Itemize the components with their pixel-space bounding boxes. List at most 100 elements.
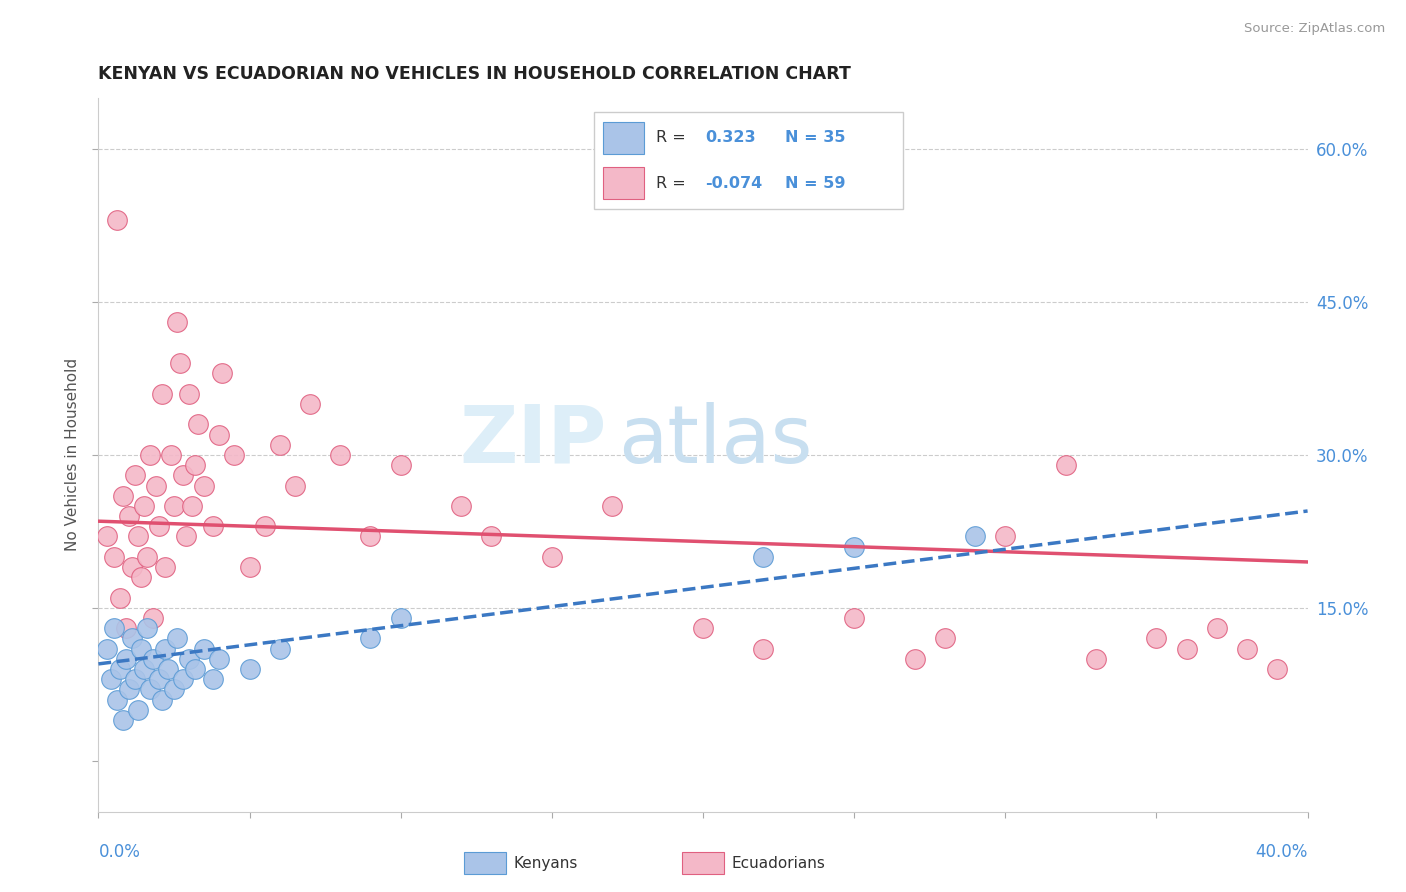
Point — [169, 356, 191, 370]
Text: Kenyans: Kenyans — [513, 856, 578, 871]
Point — [269, 641, 291, 656]
Point — [111, 489, 134, 503]
Point — [450, 499, 472, 513]
Point — [118, 509, 141, 524]
Point — [193, 478, 215, 492]
Point — [193, 641, 215, 656]
Point — [105, 213, 128, 227]
Point — [103, 549, 125, 564]
Point — [124, 672, 146, 686]
Point — [253, 519, 276, 533]
Point — [1175, 641, 1198, 656]
Point — [540, 549, 562, 564]
Text: 40.0%: 40.0% — [1256, 843, 1308, 861]
Point — [127, 703, 149, 717]
Point — [965, 529, 987, 543]
Point — [129, 570, 152, 584]
Point — [179, 386, 201, 401]
Point — [160, 448, 183, 462]
Point — [179, 652, 201, 666]
Point — [172, 468, 194, 483]
Point — [934, 632, 956, 646]
Point — [148, 672, 170, 686]
Text: atlas: atlas — [619, 401, 813, 480]
Text: Source: ZipAtlas.com: Source: ZipAtlas.com — [1244, 22, 1385, 36]
Text: 0.0%: 0.0% — [98, 843, 141, 861]
Point — [127, 529, 149, 543]
Point — [135, 621, 157, 635]
Point — [111, 713, 134, 727]
Point — [139, 682, 162, 697]
Point — [269, 438, 291, 452]
Point — [142, 652, 165, 666]
Point — [208, 652, 231, 666]
Point — [481, 529, 503, 543]
Point — [142, 611, 165, 625]
Point — [100, 672, 122, 686]
Point — [239, 560, 262, 574]
Point — [208, 427, 231, 442]
Point — [150, 386, 173, 401]
Point — [174, 529, 197, 543]
Point — [844, 540, 866, 554]
Point — [184, 662, 207, 676]
Point — [166, 315, 188, 329]
Point — [129, 641, 152, 656]
Point — [994, 529, 1017, 543]
Point — [150, 692, 173, 706]
Point — [96, 641, 118, 656]
Point — [148, 519, 170, 533]
Point — [1267, 662, 1289, 676]
Point — [360, 529, 382, 543]
Point — [844, 611, 866, 625]
Point — [202, 519, 225, 533]
Point — [132, 499, 155, 513]
Point — [153, 641, 176, 656]
Point — [145, 478, 167, 492]
Point — [1144, 632, 1167, 646]
Point — [239, 662, 262, 676]
Point — [163, 499, 186, 513]
Point — [224, 448, 246, 462]
Point — [132, 662, 155, 676]
Point — [166, 632, 188, 646]
Point — [284, 478, 307, 492]
Point — [1236, 641, 1258, 656]
Point — [360, 632, 382, 646]
Point — [172, 672, 194, 686]
Point — [389, 611, 412, 625]
Point — [1054, 458, 1077, 472]
Point — [299, 397, 322, 411]
Point — [752, 641, 775, 656]
Point — [602, 499, 624, 513]
Point — [118, 682, 141, 697]
Point — [1085, 652, 1108, 666]
Point — [114, 621, 136, 635]
Point — [187, 417, 209, 432]
Point — [124, 468, 146, 483]
Point — [135, 549, 157, 564]
Point — [752, 549, 775, 564]
Point — [114, 652, 136, 666]
Point — [156, 662, 179, 676]
Text: ZIP: ZIP — [458, 401, 606, 480]
Point — [96, 529, 118, 543]
Point — [139, 448, 162, 462]
Point — [105, 692, 128, 706]
Text: KENYAN VS ECUADORIAN NO VEHICLES IN HOUSEHOLD CORRELATION CHART: KENYAN VS ECUADORIAN NO VEHICLES IN HOUS… — [98, 65, 851, 83]
Point — [329, 448, 352, 462]
Point — [121, 632, 143, 646]
Point — [184, 458, 207, 472]
Point — [202, 672, 225, 686]
Point — [389, 458, 412, 472]
Y-axis label: No Vehicles in Household: No Vehicles in Household — [65, 359, 80, 551]
Point — [103, 621, 125, 635]
Point — [108, 662, 131, 676]
Point — [904, 652, 927, 666]
Point — [211, 367, 233, 381]
Point — [692, 621, 714, 635]
Text: Ecuadorians: Ecuadorians — [731, 856, 825, 871]
Point — [163, 682, 186, 697]
Point — [108, 591, 131, 605]
Point — [1206, 621, 1229, 635]
